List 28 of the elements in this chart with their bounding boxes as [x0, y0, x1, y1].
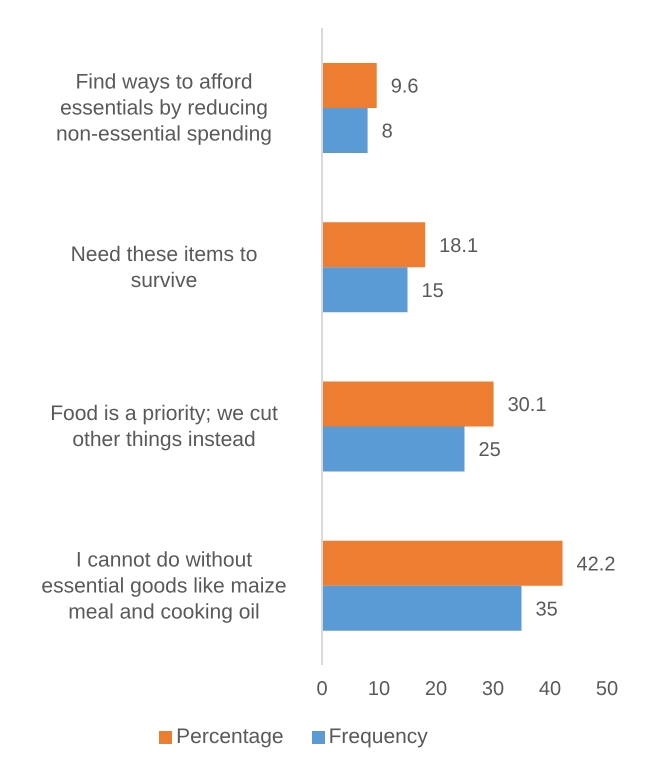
x-tick-label: 50	[596, 678, 618, 700]
y-tick-label: Need these items to survive	[70, 242, 258, 292]
bar	[322, 222, 426, 268]
y-tick-label: I cannot do without essential goods like maize meal and cooking oil	[41, 548, 287, 623]
bar	[322, 267, 408, 312]
bar	[322, 586, 522, 631]
bar	[322, 426, 464, 472]
data-label: 15	[422, 280, 444, 302]
data-label: 9.6	[390, 76, 419, 98]
data-label: 8	[382, 120, 393, 143]
x-tick-label: 10	[368, 678, 390, 700]
bar	[322, 382, 494, 427]
y-tick-label: Food is a priority; we cut other things instead	[50, 402, 278, 451]
data-label: 18.1	[439, 234, 478, 257]
data-label: 35	[536, 598, 558, 620]
x-tick-label: 0	[316, 678, 328, 700]
x-tick-label: 30	[482, 678, 504, 700]
x-tick-label: 20	[424, 678, 448, 700]
bar	[322, 540, 563, 586]
y-tick-label: Find ways to afford essentials by reducing non-essential spending	[56, 70, 272, 146]
legend-label: Frequency	[328, 725, 428, 748]
data-label: 25	[478, 439, 501, 462]
data-label: 42.2	[576, 553, 616, 576]
data-label: 30.1	[508, 394, 547, 416]
bar	[322, 63, 377, 108]
bar	[322, 108, 368, 154]
legend-label: Percentage	[176, 725, 284, 748]
x-tick-label: 40	[538, 678, 562, 700]
